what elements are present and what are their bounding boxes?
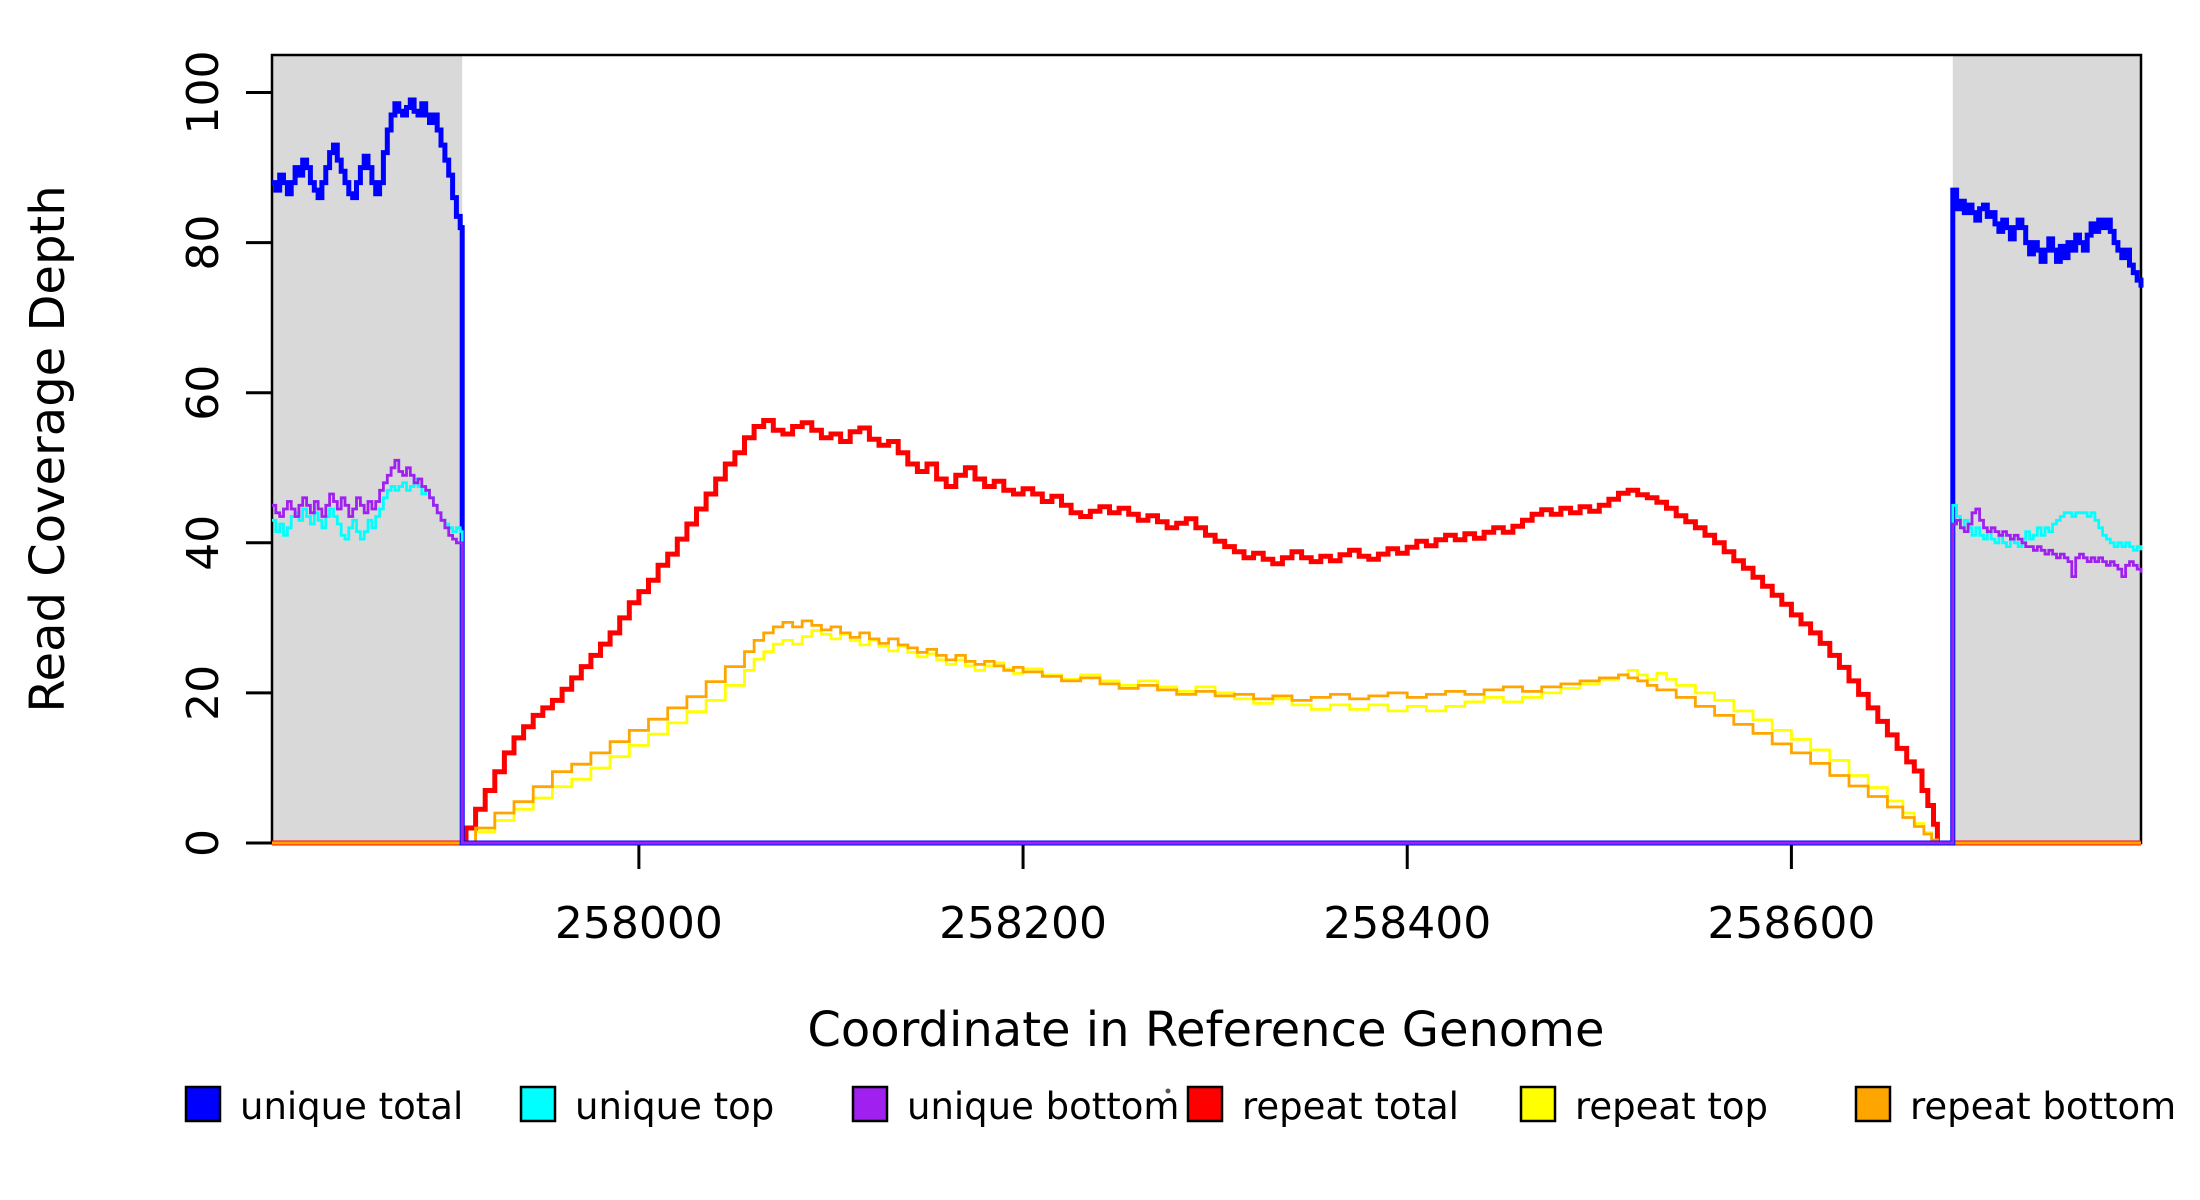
- shaded-region-right-flank: [1952, 55, 2141, 843]
- legend-label: repeat bottom: [1910, 1085, 2176, 1128]
- legend-swatch: [184, 1085, 222, 1123]
- legend-swatch: [1186, 1085, 1224, 1123]
- data-series: [272, 97, 2144, 846]
- y-tick-label: 60: [178, 365, 229, 421]
- legend-item-unique-bottom: unique bottom: [851, 1085, 1179, 1128]
- legend-item-unique-top: unique top: [519, 1085, 774, 1128]
- y-tick-label: 80: [178, 215, 229, 271]
- shaded-region-left-flank: [272, 55, 463, 843]
- x-tick-label: 258000: [555, 898, 723, 949]
- legend-item-unique-total: unique total: [184, 1085, 463, 1128]
- series-repeat-top: [272, 629, 2141, 845]
- stray-dot: [1165, 1088, 1171, 1094]
- series-unique-top: [272, 477, 2143, 845]
- legend-swatch: [519, 1085, 557, 1123]
- legend-swatch: [851, 1085, 889, 1123]
- x-tick-label: 258400: [1323, 898, 1491, 949]
- series-repeat-total: [272, 418, 2141, 846]
- y-tick-label: 20: [178, 665, 229, 721]
- plot-box: [270, 53, 2143, 845]
- y-tick-label: 40: [178, 515, 229, 571]
- plot-border: [270, 53, 2143, 845]
- x-axis-title: Coordinate in Reference Genome: [807, 1002, 1604, 1058]
- legend: unique total unique top unique bottom repea…: [184, 1085, 2176, 1128]
- legend-item-repeat-top: repeat top: [1519, 1085, 1768, 1128]
- legend-swatch: [1519, 1085, 1557, 1123]
- legend-item-repeat-bottom: repeat bottom: [1854, 1085, 2176, 1128]
- axes: 0 20 40 60 80 100 258000 258200 258400 258600: [178, 51, 1875, 949]
- legend-item-repeat-total: repeat total: [1186, 1085, 1459, 1128]
- series-unique-total: [272, 97, 2144, 846]
- legend-label: repeat top: [1575, 1085, 1768, 1128]
- y-axis-title: Read Coverage Depth: [20, 185, 76, 712]
- y-tick-label: 0: [178, 829, 229, 857]
- x-tick-label: 258200: [939, 898, 1107, 949]
- legend-label: unique bottom: [907, 1085, 1179, 1128]
- x-tick-label: 258600: [1707, 898, 1875, 949]
- series-unique-bottom: [272, 458, 2143, 845]
- legend-label: repeat total: [1242, 1085, 1459, 1128]
- y-tick-label: 100: [178, 51, 229, 135]
- legend-swatch: [1854, 1085, 1892, 1123]
- series-repeat-bottom: [272, 619, 2141, 845]
- legend-label: unique total: [240, 1085, 463, 1128]
- shaded-regions: [272, 55, 2141, 843]
- legend-label: unique top: [575, 1085, 774, 1128]
